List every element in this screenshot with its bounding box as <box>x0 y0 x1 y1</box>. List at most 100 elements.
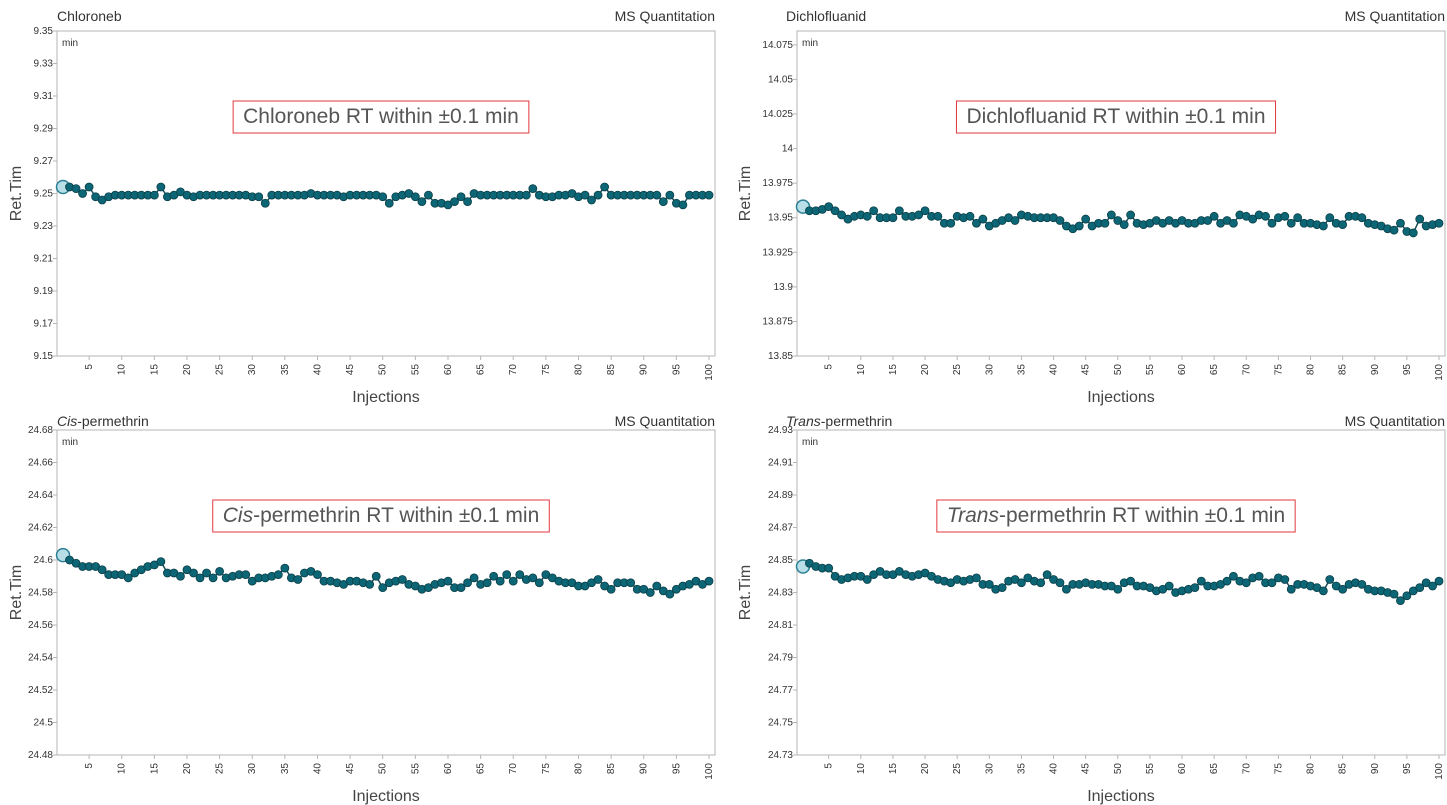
x-axis-label: Injections <box>352 788 420 805</box>
annotation-rest: -permethrin RT within ±0.1 min <box>999 504 1285 527</box>
x-tick-label: 5 <box>824 364 835 370</box>
y-axis-label: Ret.Tim <box>737 166 754 221</box>
x-tick-label: 20 <box>920 763 931 775</box>
data-point <box>1325 213 1335 223</box>
y-tick-label: 24.77 <box>768 685 793 696</box>
data-point <box>215 566 225 576</box>
data-point <box>1434 576 1444 586</box>
data-point <box>149 190 159 200</box>
data-point <box>489 571 499 581</box>
data-point <box>1196 576 1206 586</box>
data-point <box>658 197 668 207</box>
x-tick-label: 45 <box>345 763 356 775</box>
data-point <box>495 576 505 586</box>
data-point <box>1338 584 1348 594</box>
data-point <box>469 573 479 583</box>
y-tick-label: 24.52 <box>28 685 53 696</box>
x-tick-label: 95 <box>671 763 682 775</box>
x-tick-label: 25 <box>215 364 226 376</box>
data-point <box>156 182 166 192</box>
data-point <box>260 198 270 208</box>
data-point <box>1126 210 1136 220</box>
annotation-border <box>936 499 1296 533</box>
annotation-rest: Dichlofluanid RT within ±0.1 min <box>966 105 1265 128</box>
data-point <box>502 570 512 580</box>
data-point <box>1318 586 1328 596</box>
x-tick-label: 35 <box>280 364 291 376</box>
data-point <box>593 190 603 200</box>
x-tick-label: 5 <box>84 763 95 769</box>
data-point <box>1254 571 1264 581</box>
data-point <box>984 579 994 589</box>
data-point <box>280 563 290 573</box>
data-point <box>933 211 943 221</box>
data-point <box>1434 218 1444 228</box>
y-tick-label: 9.33 <box>34 59 54 70</box>
x-tick-label: 5 <box>84 364 95 370</box>
data-point <box>894 206 904 216</box>
y-tick-label: 24.79 <box>768 653 793 664</box>
data-point <box>1164 581 1174 591</box>
y-tick-label: 13.875 <box>762 316 793 327</box>
y-tick-label: 24.66 <box>28 458 53 469</box>
annotation-text: Chloroneb RT within ±0.1 min <box>243 105 519 128</box>
data-point <box>1280 575 1290 584</box>
y-tick-label: 9.31 <box>34 91 54 102</box>
data-point <box>378 583 388 593</box>
data-point <box>593 575 603 584</box>
data-point <box>946 218 956 228</box>
chart-panel-1: Chloroneb MS Quantitation min 9.15 9.17 9.19 9… <box>8 8 716 406</box>
chart-panel-2: Dichlofluanid MS Quantitation min 13.85 13.8… <box>737 8 1446 406</box>
y-tick-label: 13.9 <box>774 282 794 293</box>
x-tick-label: 95 <box>1402 364 1413 376</box>
y-tick-label: 24.58 <box>28 588 53 599</box>
x-tick-label: 70 <box>508 364 519 376</box>
data-point <box>1280 211 1290 221</box>
x-tick-label: 70 <box>1241 364 1252 376</box>
x-tick-label: 55 <box>1145 364 1156 376</box>
annotation-text: Trans-permethrin RT within ±0.1 min <box>947 504 1285 527</box>
y-tick-label: 24.75 <box>768 718 793 729</box>
annotation-box: Dichlofluanid RT within ±0.1 min <box>955 100 1277 134</box>
x-tick-label: 10 <box>856 364 867 376</box>
x-tick-label: 30 <box>247 763 258 775</box>
x-tick-label: 60 <box>1177 364 1188 376</box>
data-point <box>997 583 1007 593</box>
data-point <box>837 210 846 220</box>
data-point <box>652 581 662 591</box>
x-tick-label: 55 <box>1145 763 1156 775</box>
x-tick-label: 10 <box>117 364 128 376</box>
data-point <box>704 190 714 200</box>
data-point <box>1113 216 1123 225</box>
y-tick-label: 24.5 <box>34 718 54 729</box>
x-axis-label: Injections <box>352 389 420 406</box>
x-tick-label: 90 <box>1370 763 1381 775</box>
x-axis-label: Injections <box>1087 788 1155 805</box>
x-tick-label: 50 <box>1113 364 1124 376</box>
data-point <box>1389 225 1399 235</box>
x-tick-label: 50 <box>378 763 389 775</box>
y-tick-label: 24.81 <box>768 620 793 631</box>
x-tick-label: 100 <box>704 763 715 780</box>
data-point <box>914 210 924 220</box>
y-tick-label: 9.19 <box>34 286 54 297</box>
x-tick-label: 60 <box>443 763 454 775</box>
x-tick-label: 95 <box>1402 763 1413 775</box>
data-point <box>241 570 251 580</box>
data-point <box>1241 578 1251 588</box>
data-point <box>1203 216 1213 225</box>
data-point <box>508 576 518 586</box>
x-tick-label: 70 <box>1241 763 1252 775</box>
x-tick-label: 65 <box>1209 364 1220 376</box>
data-point <box>1036 578 1046 588</box>
data-point <box>862 575 872 584</box>
data-point <box>443 576 453 586</box>
x-tick-label: 90 <box>1370 364 1381 376</box>
x-tick-label: 30 <box>984 763 995 775</box>
y-tick-label: 24.64 <box>28 490 53 501</box>
x-tick-label: 10 <box>117 763 128 775</box>
x-tick-label: 60 <box>443 364 454 376</box>
data-point <box>1415 583 1425 593</box>
data-point <box>195 573 205 583</box>
